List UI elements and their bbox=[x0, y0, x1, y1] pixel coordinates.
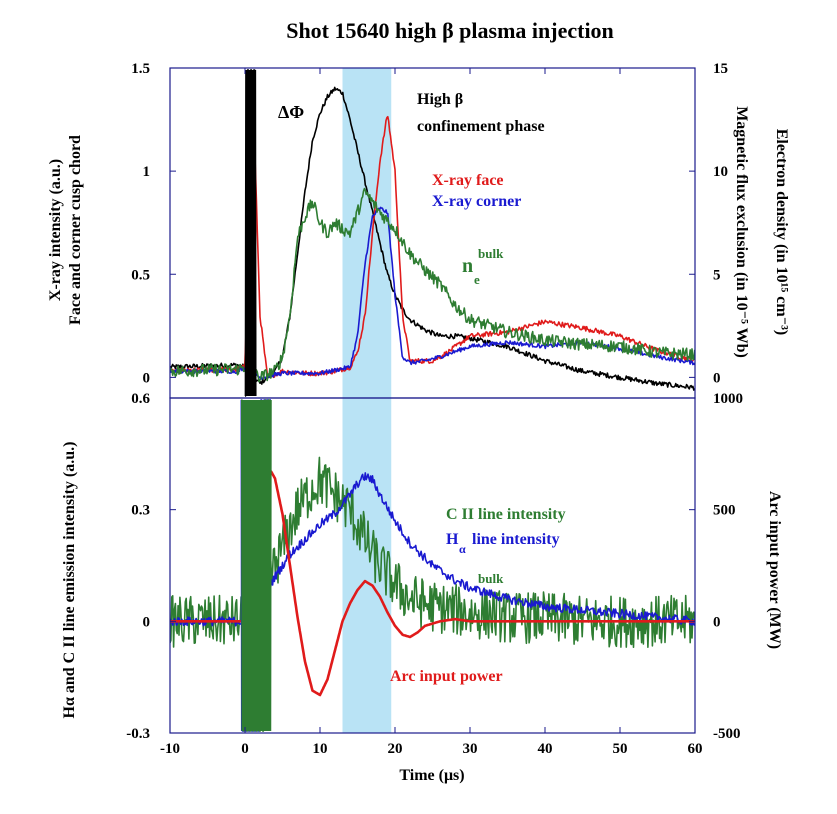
ann-halpha-h: H bbox=[446, 531, 459, 548]
panel-series-group bbox=[170, 399, 695, 732]
series-line-x-ray-face bbox=[170, 86, 695, 379]
right-tick-label: 15 bbox=[713, 61, 728, 77]
ann-ne-n: n bbox=[462, 255, 473, 277]
top-left-axis-title-line1: X-ray intensity (a.u.) bbox=[47, 159, 64, 301]
x-tick-label: -10 bbox=[160, 741, 180, 757]
ann-halpha-alpha: α bbox=[459, 542, 466, 556]
burst-oscillation bbox=[240, 399, 272, 732]
left-tick-label: 0 bbox=[143, 614, 151, 630]
axis-ticks: 00.511.5051015-0.300.30.6-50005001000-10… bbox=[126, 61, 743, 757]
x-axis-title: Time (μs) bbox=[399, 767, 464, 784]
top-left-axis-title-line2: Face and corner cusp chord bbox=[67, 135, 84, 325]
left-tick-label: -0.3 bbox=[126, 726, 150, 742]
ann-xray-corner: X-ray corner bbox=[432, 193, 521, 210]
ann-high-beta-line1: High β bbox=[417, 91, 463, 108]
x-tick-label: 0 bbox=[241, 741, 249, 757]
right-tick-label: 10 bbox=[713, 164, 728, 180]
x-tick-label: 30 bbox=[463, 741, 478, 757]
panel-series-group bbox=[170, 69, 695, 397]
ann-cii: C II line intensity bbox=[446, 506, 566, 523]
left-tick-label: 1 bbox=[143, 164, 151, 180]
top-panel-plot bbox=[170, 69, 695, 397]
x-tick-label: 50 bbox=[613, 741, 628, 757]
ann-n-bulk-bottom: bulk bbox=[478, 571, 504, 586]
burst-oscillation bbox=[244, 69, 257, 397]
ann-xray-face: X-ray face bbox=[432, 172, 504, 189]
ann-high-beta-line2: confinement phase bbox=[417, 118, 545, 135]
top-right-axis-title-line1: Magnetic flux exclusion (in 10⁻⁵ Wb) bbox=[733, 106, 750, 358]
ann-arc: Arc input power bbox=[390, 668, 503, 685]
left-tick-label: 0.3 bbox=[131, 503, 150, 519]
right-tick-label: 0 bbox=[713, 614, 721, 630]
left-tick-label: 0.5 bbox=[131, 267, 150, 283]
ann-ne-e: e bbox=[474, 272, 480, 287]
bottom-right-axis-title: Arc input power (MW) bbox=[766, 491, 783, 649]
series-line-ne-bulk bbox=[170, 187, 695, 383]
right-tick-label: 5 bbox=[713, 267, 721, 283]
right-tick-label: 500 bbox=[713, 503, 736, 519]
x-tick-label: 20 bbox=[388, 741, 403, 757]
left-tick-label: 1.5 bbox=[131, 61, 150, 77]
series-line-- bbox=[170, 86, 695, 391]
right-tick-label: 1000 bbox=[713, 391, 743, 407]
x-tick-label: 10 bbox=[313, 741, 328, 757]
top-right-axis-title-line2: Electron density (in 10¹⁵ cm⁻³) bbox=[773, 129, 790, 336]
right-tick-label: -500 bbox=[713, 726, 741, 742]
bottom-panel-plot bbox=[170, 399, 695, 732]
x-tick-label: 60 bbox=[688, 741, 703, 757]
ann-halpha-rest: line intensity bbox=[472, 531, 560, 548]
left-tick-label: 0 bbox=[143, 370, 151, 386]
x-tick-label: 40 bbox=[538, 741, 553, 757]
chart-title: Shot 15640 high β plasma injection bbox=[286, 18, 614, 43]
bottom-panel-frame bbox=[169, 397, 696, 734]
ann-ne-bulk: bulk bbox=[478, 246, 504, 261]
left-tick-label: 0.6 bbox=[131, 391, 150, 407]
bottom-left-axis-title: Hα and C II line emission intensity (a.u… bbox=[61, 442, 78, 719]
confinement-phase-band bbox=[342, 68, 392, 733]
ann-delta-phi: ΔΦ bbox=[278, 102, 304, 122]
right-tick-label: 0 bbox=[713, 370, 721, 386]
